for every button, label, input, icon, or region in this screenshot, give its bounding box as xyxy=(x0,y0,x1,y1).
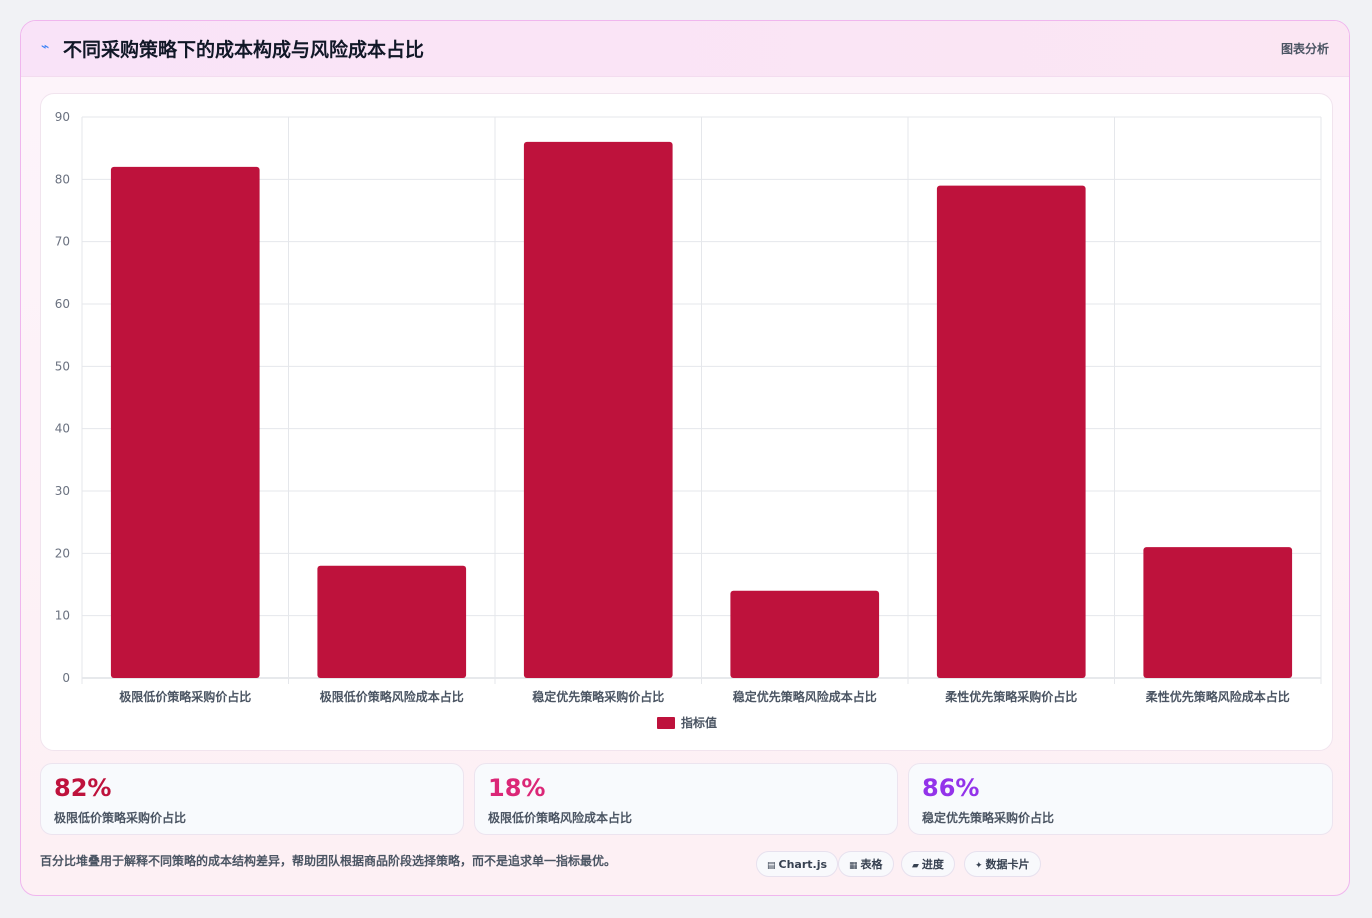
legend-label: 指标值 xyxy=(681,715,717,730)
chip-data-card[interactable]: ✦ 数据卡片 xyxy=(964,851,1041,877)
y-tick-label: 30 xyxy=(55,484,70,498)
stat-label: 极限低价策略采购价占比 xyxy=(54,811,187,825)
chart-analysis-label: 图表分析 xyxy=(1280,42,1329,56)
x-tick-label: 稳定优先策略采购价占比 xyxy=(532,689,664,704)
y-tick-label: 10 xyxy=(55,609,70,623)
chip-progress[interactable]: ▰ 进度 xyxy=(901,851,955,877)
stat-value: 82% xyxy=(54,774,112,802)
bar xyxy=(730,590,880,678)
bar xyxy=(936,185,1086,679)
footer-note: 百分比堆叠用于解释不同策略的成本结构差异，帮助团队根据商品阶段选择策略，而不是追… xyxy=(40,854,617,868)
progress-icon: ▰ xyxy=(912,861,919,871)
chip-chartjs[interactable]: ▤ Chart.js xyxy=(756,851,839,877)
y-tick-label: 20 xyxy=(55,546,70,560)
card-header: ⌁ 不同采购策略下的成本构成与风险成本占比 图表分析 xyxy=(21,21,1349,77)
chart-panel: 0 10 20 30 40 50 60 70 80 90 极限低价策略采购价占比 极限低价策略风险成本… xyxy=(40,93,1333,751)
y-tick-label: 70 xyxy=(55,235,70,249)
chip-label: 表格 xyxy=(860,858,883,871)
stat-card-2: 18% 极限低价策略风险成本占比 xyxy=(474,763,898,835)
bar xyxy=(1143,547,1293,678)
sparkle-icon: ✦ xyxy=(975,861,983,871)
bar xyxy=(110,166,260,678)
stat-label: 稳定优先策略采购价占比 xyxy=(922,811,1055,825)
chip-label: 数据卡片 xyxy=(985,858,1030,871)
dashboard-card: ⌁ 不同采购策略下的成本构成与风险成本占比 图表分析 0 10 20 30 40 50 60… xyxy=(20,20,1350,896)
x-tick-label: 极限低价策略采购价占比 xyxy=(119,689,251,704)
chip-table[interactable]: ▦ 表格 xyxy=(838,851,894,877)
y-tick-label: 0 xyxy=(62,671,70,685)
sparkline-icon: ⌁ xyxy=(41,39,50,55)
bar xyxy=(523,141,673,678)
y-tick-label: 60 xyxy=(55,297,70,311)
y-tick-label: 90 xyxy=(55,110,70,124)
y-tick-label: 80 xyxy=(55,172,70,186)
stat-card-1: 82% 极限低价策略采购价占比 xyxy=(40,763,464,835)
stat-value: 18% xyxy=(488,774,546,802)
chip-label: 进度 xyxy=(921,858,944,871)
legend-swatch xyxy=(657,717,675,729)
stat-value: 86% xyxy=(922,774,980,802)
x-tick-label: 柔性优先策略采购价占比 xyxy=(944,689,1077,704)
x-tick-label: 柔性优先策略风险成本占比 xyxy=(1145,689,1290,704)
x-tick-label: 稳定优先策略风险成本占比 xyxy=(733,689,877,704)
stat-card-3: 86% 稳定优先策略采购价占比 xyxy=(908,763,1333,835)
y-tick-label: 50 xyxy=(55,359,70,373)
page-title: 不同采购策略下的成本构成与风险成本占比 xyxy=(63,39,425,61)
x-tick-label: 极限低价策略风险成本占比 xyxy=(320,689,464,704)
y-tick-label: 40 xyxy=(55,422,70,436)
stat-label: 极限低价策略风险成本占比 xyxy=(488,811,633,825)
chip-label: Chart.js xyxy=(778,858,828,871)
bar xyxy=(317,565,467,678)
bar-chart: 0 10 20 30 40 50 60 70 80 90 极限低价策略采购价占比 极限低价策略风险成本… xyxy=(55,110,1322,730)
table-icon: ▦ xyxy=(849,861,858,871)
chart-icon: ▤ xyxy=(767,861,776,871)
